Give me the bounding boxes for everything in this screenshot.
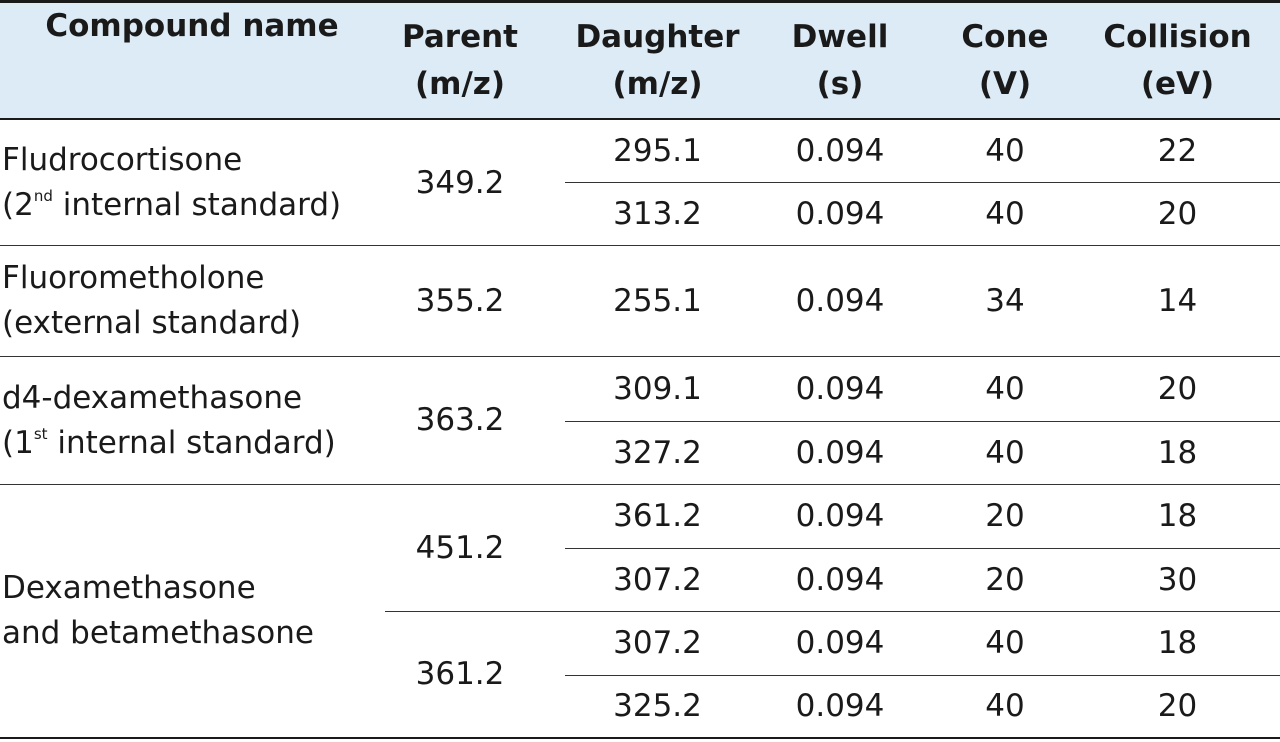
dwell-time: 0.094 xyxy=(795,195,885,232)
header-bottom-rule xyxy=(0,118,1280,120)
cone-voltage: 40 xyxy=(985,625,1025,662)
daughter-mz: 255.1 xyxy=(613,282,702,319)
header-dwell: Dwell (s) xyxy=(770,3,910,118)
header-daughter: Daughter (m/z) xyxy=(575,3,740,118)
header-daughter-label: Daughter xyxy=(575,19,740,55)
header-collision-label: Collision xyxy=(1103,19,1252,55)
collision-energy: 20 xyxy=(1157,688,1198,725)
header-cone-unit: (V) xyxy=(978,65,1032,102)
parent-mz: 363.2 xyxy=(415,402,505,439)
header-collision: Collision (eV) xyxy=(1095,3,1260,118)
row-divider xyxy=(565,675,1280,676)
top-rule xyxy=(0,0,1280,3)
dwell-time: 0.094 xyxy=(795,370,885,407)
compound-name-line1: Fludrocortisone xyxy=(2,142,243,179)
cone-voltage: 40 xyxy=(985,688,1025,725)
dwell-time: 0.094 xyxy=(795,434,885,471)
header-parent-label: Parent xyxy=(401,19,518,55)
header-cone: Cone (V) xyxy=(945,3,1065,118)
compound-name: Fludrocortisone (2nd internal standard) xyxy=(2,121,382,245)
cone-voltage: 40 xyxy=(985,434,1025,471)
collision-energy: 30 xyxy=(1157,561,1198,598)
compound-name-text: internal standard) xyxy=(47,424,336,461)
dwell-time: 0.094 xyxy=(795,282,885,319)
compound-name: Dexamethasone and betamethasone xyxy=(2,485,382,737)
header-compound-name: Compound name xyxy=(2,3,382,118)
cone-voltage: 40 xyxy=(985,133,1025,170)
compound-name-text: (1 xyxy=(2,424,34,461)
daughter-mz: 325.2 xyxy=(613,688,702,725)
daughter-mz: 327.2 xyxy=(613,434,702,471)
parent-mz: 361.2 xyxy=(415,656,505,693)
compound-name-line1: Dexamethasone xyxy=(2,570,256,607)
header-parent: Parent (m/z) xyxy=(385,3,535,118)
header-compound-label: Compound name xyxy=(45,8,339,44)
bottom-rule xyxy=(0,737,1280,739)
dwell-time: 0.094 xyxy=(795,133,885,170)
cone-voltage: 20 xyxy=(985,561,1025,598)
row-divider xyxy=(565,421,1280,422)
compound-name: d4-dexamethasone (1st internal standard) xyxy=(2,357,382,484)
row-divider xyxy=(565,182,1280,183)
parent-mz: 451.2 xyxy=(415,529,505,566)
header-cone-label: Cone xyxy=(961,19,1049,55)
ordinal-superscript: st xyxy=(33,424,48,443)
collision-energy: 20 xyxy=(1157,195,1198,232)
group-divider xyxy=(0,484,1280,485)
ordinal-superscript: nd xyxy=(33,187,53,205)
cone-voltage: 40 xyxy=(985,370,1025,407)
compound-name-line2: (2nd internal standard) xyxy=(2,183,341,228)
collision-energy: 18 xyxy=(1157,625,1198,662)
compound-name-line1: d4-dexamethasone xyxy=(2,379,303,416)
header-dwell-label: Dwell xyxy=(791,19,889,55)
header-daughter-unit: (m/z) xyxy=(612,65,703,102)
compound-name-line2: and betamethasone xyxy=(2,615,314,651)
header-row xyxy=(0,3,1280,118)
collision-energy: 18 xyxy=(1157,434,1198,471)
dwell-time: 0.094 xyxy=(795,625,885,662)
daughter-mz: 307.2 xyxy=(613,625,702,662)
dwell-time: 0.094 xyxy=(795,688,885,725)
compound-name-line2: (external standard) xyxy=(2,305,302,341)
daughter-mz: 295.1 xyxy=(613,133,702,170)
parent-mz: 355.2 xyxy=(415,282,505,319)
collision-energy: 18 xyxy=(1157,498,1198,535)
collision-energy: 22 xyxy=(1157,133,1198,170)
dwell-time: 0.094 xyxy=(795,561,885,598)
header-parent-unit: (m/z) xyxy=(414,65,505,102)
parent-mz: 349.2 xyxy=(415,164,505,201)
dwell-time: 0.094 xyxy=(795,498,885,535)
group-divider xyxy=(0,356,1280,357)
compound-name-line2: (1st internal standard) xyxy=(2,421,336,466)
collision-energy: 20 xyxy=(1157,370,1198,407)
row-divider xyxy=(565,548,1280,549)
daughter-mz: 361.2 xyxy=(613,498,702,535)
compound-name: Fluorometholone (external standard) xyxy=(2,246,382,356)
group-divider xyxy=(0,245,1280,246)
compound-name-line1: Fluorometholone xyxy=(2,260,265,297)
collision-energy: 14 xyxy=(1157,282,1198,319)
header-dwell-unit: (s) xyxy=(816,65,864,102)
daughter-mz: 309.1 xyxy=(613,370,702,407)
cone-voltage: 34 xyxy=(985,282,1025,319)
parent-divider xyxy=(385,611,1280,612)
cone-voltage: 20 xyxy=(985,498,1025,535)
cone-voltage: 40 xyxy=(985,195,1025,232)
daughter-mz: 307.2 xyxy=(613,561,702,598)
header-collision-unit: (eV) xyxy=(1140,65,1215,102)
daughter-mz: 313.2 xyxy=(613,195,702,232)
compound-name-text: internal standard) xyxy=(52,187,342,223)
compound-name-text: (2 xyxy=(2,187,34,223)
